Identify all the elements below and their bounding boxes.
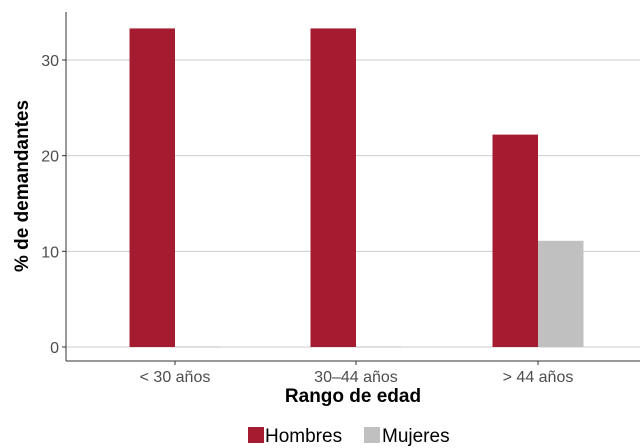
legend-label-hombres: Hombres [265,426,342,447]
legend-swatch-hombres [248,427,264,443]
bars [129,28,584,348]
legend-swatch-mujeres [364,427,380,443]
x-tick-label: < 30 años [140,369,211,386]
y-axis-title: % de demandantes [12,100,33,272]
x-tick-label: 30–44 años [314,369,398,386]
x-axis-ticks: < 30 años 30–44 años > 44 años [140,361,574,386]
x-tick-label: > 44 años [503,369,574,386]
y-tick-label: 0 [50,340,59,357]
bar-hombres-1 [310,28,356,348]
y-tick-label: 30 [41,53,59,70]
y-tick-label: 10 [41,244,59,261]
bar-hombres-2 [492,134,538,347]
bar-hombres-0 [129,28,175,348]
x-axis-title: Rango de edad [285,386,421,407]
y-tick-label: 20 [41,149,59,166]
y-axis-ticks: 0 10 20 30 [41,53,66,357]
legend: Hombres Mujeres [248,426,450,447]
bar-mujeres-2 [538,240,584,347]
legend-label-mujeres: Mujeres [382,426,450,447]
